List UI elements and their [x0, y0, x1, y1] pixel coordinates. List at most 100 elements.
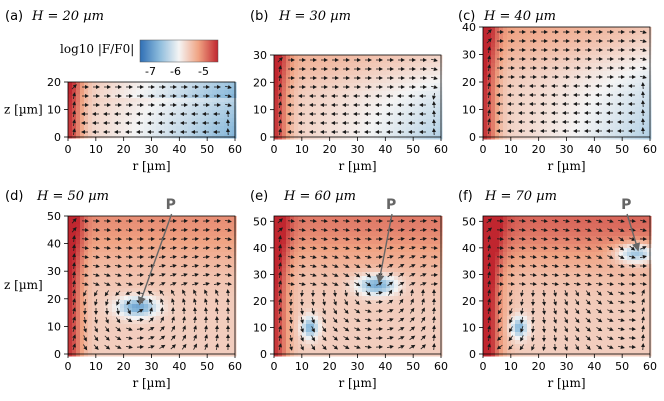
heat-cell — [358, 95, 363, 100]
heat-cell — [354, 115, 359, 120]
heat-cell — [515, 31, 520, 36]
heat-cell — [176, 272, 181, 277]
heat-cell — [204, 284, 209, 289]
heat-cell — [92, 336, 97, 341]
flow-arrow — [81, 273, 89, 277]
heat-cell — [306, 131, 311, 136]
heat-cell — [282, 296, 287, 301]
heat-cell — [559, 115, 564, 120]
heat-cell — [76, 288, 81, 293]
heat-cell — [535, 119, 540, 124]
x-tick-label: 30 — [145, 143, 159, 156]
heat-cell — [164, 122, 169, 127]
heat-cell — [434, 79, 439, 84]
heat-cell — [394, 95, 399, 100]
heat-cell — [342, 79, 347, 84]
heat-cell — [92, 106, 97, 111]
heat-cell — [156, 240, 161, 245]
heat-cell — [611, 127, 616, 132]
heat-cell — [124, 82, 129, 87]
heat-cell — [438, 127, 443, 132]
heat-cell — [354, 123, 359, 128]
heat-cell — [366, 71, 371, 76]
heat-cell — [84, 268, 89, 273]
heat-cell — [599, 95, 604, 100]
heat-cell — [188, 312, 193, 317]
heat-cell — [68, 248, 73, 253]
heat-cell — [120, 228, 125, 233]
heat-cell — [100, 114, 105, 119]
heat-cell — [519, 67, 524, 72]
heat-cell — [278, 312, 283, 317]
heat-cell — [232, 94, 237, 99]
heat-cell — [430, 59, 435, 64]
heat-cell — [196, 324, 201, 329]
heat-cell — [228, 106, 233, 111]
flow-arrow — [639, 75, 647, 79]
heat-cell — [543, 99, 548, 104]
heat-cell — [515, 119, 520, 124]
heat-cell — [188, 134, 193, 139]
heat-cell — [318, 91, 323, 96]
heat-cell — [274, 292, 279, 297]
heat-cell — [382, 123, 387, 128]
heat-cell — [643, 127, 648, 132]
heat-cell — [128, 348, 133, 353]
heat-cell — [346, 87, 351, 92]
heat-cell — [491, 91, 496, 96]
heat-cell — [200, 300, 205, 305]
heat-cell — [402, 95, 407, 100]
heat-cell — [362, 67, 367, 72]
heat-cell — [168, 324, 173, 329]
heat-cell — [322, 71, 327, 76]
heat-cell — [96, 106, 101, 111]
heat-cell — [402, 115, 407, 120]
heat-cell — [216, 216, 221, 221]
heat-cell — [483, 119, 488, 124]
heat-cell — [555, 103, 560, 108]
heat-cell — [418, 71, 423, 76]
flow-arrow — [224, 219, 232, 223]
heat-cell — [539, 115, 544, 120]
heat-cell — [503, 63, 508, 68]
heat-cell — [88, 316, 93, 321]
heat-cell — [278, 115, 283, 120]
heat-cell — [627, 43, 632, 48]
heatmap-0 — [68, 82, 237, 139]
flow-arrow — [115, 317, 121, 324]
heat-cell — [152, 240, 157, 245]
heat-cell — [290, 79, 295, 84]
heat-cell — [274, 324, 279, 329]
heat-cell — [160, 98, 165, 103]
heat-cell — [168, 344, 173, 349]
heat-cell — [160, 252, 165, 257]
heat-cell — [302, 123, 307, 128]
heat-cell — [418, 63, 423, 68]
heat-cell — [551, 43, 556, 48]
heat-cell — [583, 87, 588, 92]
flow-arrow — [72, 289, 76, 297]
flow-arrow — [192, 282, 199, 286]
heat-cell — [148, 340, 153, 345]
heat-cell — [160, 106, 165, 111]
heat-cell — [92, 90, 97, 95]
heat-cell — [551, 115, 556, 120]
heat-cell — [88, 106, 93, 111]
heat-cell — [96, 276, 101, 281]
heat-cell — [208, 308, 213, 313]
heat-cell — [220, 86, 225, 91]
heat-cell — [108, 256, 113, 261]
heat-cell — [607, 35, 612, 40]
flow-arrow — [92, 246, 100, 250]
heat-cell — [68, 276, 73, 281]
heat-cell — [583, 83, 588, 88]
heat-cell — [104, 90, 109, 95]
heat-cell — [318, 55, 323, 60]
flow-arrow — [215, 289, 219, 296]
heat-cell — [104, 232, 109, 237]
heat-cell — [156, 344, 161, 349]
heat-cell — [176, 220, 181, 225]
heat-cell — [310, 107, 315, 112]
heat-cell — [611, 103, 616, 108]
heat-cell — [172, 304, 177, 309]
